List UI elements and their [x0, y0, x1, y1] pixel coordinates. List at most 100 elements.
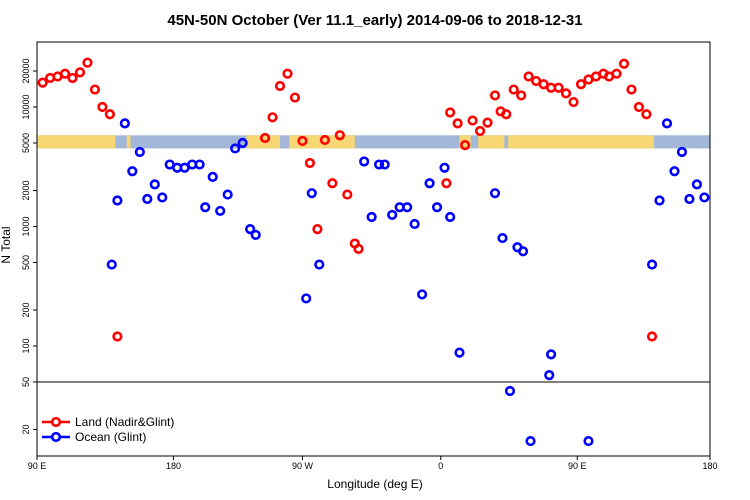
chart-title: 45N-50N October (Ver 11.1_early) 2014-09… [167, 12, 582, 29]
land-point [282, 68, 293, 79]
land-point [441, 178, 452, 189]
x-tick-label: 90 W [292, 461, 314, 471]
ocean-point [306, 188, 317, 199]
land-point [508, 84, 519, 95]
land-strip-segment [478, 135, 505, 149]
land-strip-segment [37, 135, 116, 149]
ocean-point [194, 159, 205, 170]
ocean-point [417, 289, 428, 300]
y-tick-label: 200 [21, 302, 31, 317]
y-axis-label: N Total [0, 226, 13, 263]
land-point [474, 125, 486, 137]
land-point [611, 68, 622, 79]
y-tick-label: 2000 [21, 181, 31, 201]
land-point [626, 84, 637, 95]
ocean-point [106, 259, 117, 270]
ocean-point [431, 202, 443, 213]
land-point [289, 92, 301, 103]
land-point [67, 72, 78, 84]
land-point [89, 84, 101, 95]
land-point [633, 101, 645, 113]
land-point [327, 178, 338, 189]
ocean-point [445, 211, 456, 223]
x-tick-label: 0 [438, 461, 443, 471]
ocean-point [112, 195, 123, 206]
y-tick-label: 100 [21, 338, 31, 353]
land-point [560, 88, 572, 99]
ocean-point [699, 192, 710, 203]
ocean-point [454, 347, 465, 358]
ocean-point [127, 166, 138, 177]
land-point [445, 107, 456, 118]
legend-marker [50, 416, 62, 428]
y-tick-label: 5000 [21, 133, 31, 153]
land-strip-segment [126, 135, 131, 149]
land-point [646, 331, 658, 342]
ocean-point [149, 179, 160, 190]
ocean-point [661, 118, 673, 129]
land-point [641, 109, 652, 120]
legend-marker [50, 431, 62, 443]
ocean-point [379, 159, 390, 170]
ocean-point [215, 205, 226, 217]
land-point [74, 67, 86, 78]
y-tick-label: 20 [21, 424, 31, 434]
land-point [516, 90, 527, 101]
land-point [334, 130, 345, 141]
x-tick-label: 90 E [28, 461, 47, 471]
ocean-point [545, 349, 557, 360]
land-point [304, 157, 316, 169]
land-point [312, 224, 323, 235]
ocean-point [517, 246, 529, 257]
ocean-point [230, 143, 241, 154]
ocean-point [525, 435, 536, 447]
y-tick-label: 10000 [21, 94, 31, 119]
ocean-point [359, 156, 370, 167]
ocean-point [654, 195, 665, 206]
land-point [482, 117, 493, 128]
x-tick-label: 180 [702, 461, 717, 471]
ocean-point [250, 229, 261, 241]
y-tick-label: 1000 [21, 216, 31, 236]
x-tick-label: 180 [166, 461, 181, 471]
ocean-point [222, 189, 233, 200]
ocean-point [157, 192, 168, 203]
land-point [467, 115, 478, 126]
land-point [37, 77, 48, 88]
ocean-point [504, 385, 516, 397]
ocean-point [245, 224, 256, 235]
ocean-point [366, 211, 377, 223]
ocean-point [676, 146, 688, 158]
ocean-point [691, 179, 703, 190]
land-point [97, 101, 108, 113]
ocean-point [237, 137, 248, 149]
land-point [274, 80, 286, 92]
land-point [553, 82, 564, 93]
ocean-point [134, 146, 145, 158]
ocean-point [583, 435, 594, 447]
plot-frame [36, 41, 711, 457]
y-tick-label: 50 [21, 377, 31, 387]
legend: Land (Nadir&Glint)Ocean (Glint) [42, 415, 174, 444]
land-point [489, 90, 501, 101]
land-point [575, 79, 587, 90]
x-tick-label: 90 E [568, 461, 587, 471]
land-point [297, 135, 308, 147]
land-point [112, 331, 123, 342]
ocean-point [646, 259, 658, 270]
ocean-point [439, 162, 450, 173]
land-point [452, 118, 463, 129]
land-point [568, 96, 579, 108]
land-point [501, 109, 512, 120]
ocean-point [301, 293, 312, 304]
ocean-point [374, 159, 385, 170]
land-strip-segment [508, 135, 654, 149]
ocean-point [119, 118, 130, 129]
ocean-point [200, 202, 211, 213]
ocean-point [409, 218, 420, 230]
ocean-point [544, 370, 555, 381]
ocean-point [387, 209, 398, 221]
ocean-point [207, 171, 218, 183]
land-point [460, 139, 471, 151]
